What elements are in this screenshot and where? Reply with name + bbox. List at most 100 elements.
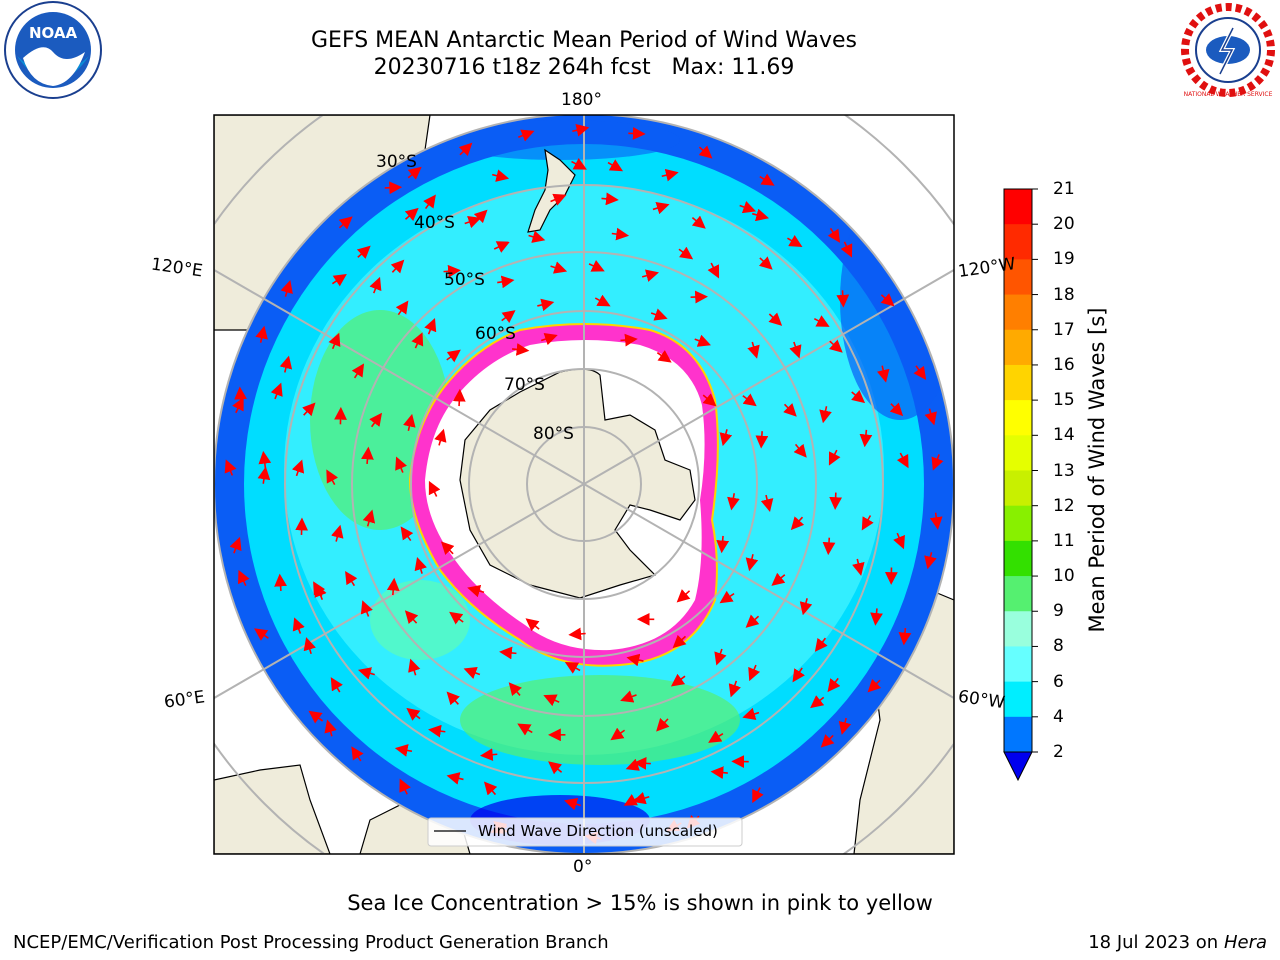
wave-period-light-green bbox=[370, 580, 470, 660]
wind-wave-arrow bbox=[601, 192, 619, 206]
wind-wave-arrow bbox=[676, 589, 691, 603]
wind-wave-arrow bbox=[517, 723, 533, 736]
colorbar-segment bbox=[1004, 716, 1032, 753]
lon-label-0: 0° bbox=[573, 857, 593, 877]
colorbar-tick-label: 6 bbox=[1053, 671, 1064, 692]
wind-wave-arrow bbox=[390, 259, 405, 274]
colorbar-segment bbox=[1004, 646, 1032, 683]
land-africa bbox=[214, 764, 331, 854]
wind-wave-arrow bbox=[745, 614, 760, 628]
wind-wave-arrow bbox=[404, 610, 419, 625]
wind-wave-arrow bbox=[819, 406, 832, 424]
wind-wave-arrow bbox=[411, 332, 424, 349]
wind-wave-arrow bbox=[361, 446, 374, 464]
colorbar-segment bbox=[1004, 400, 1032, 436]
wind-wave-arrow bbox=[594, 294, 611, 307]
colorbar-extend-arrow bbox=[1003, 751, 1033, 782]
wind-wave-arrow bbox=[463, 666, 481, 679]
wind-wave-arrow bbox=[407, 166, 422, 180]
wind-wave-arrow bbox=[395, 456, 407, 473]
wind-wave-arrows bbox=[224, 124, 944, 845]
colorbar bbox=[1003, 188, 1038, 782]
wind-wave-arrow bbox=[479, 748, 498, 762]
wind-wave-arrow bbox=[828, 449, 841, 466]
wind-wave-arrow bbox=[224, 459, 237, 476]
wind-wave-arrow bbox=[497, 275, 515, 289]
wind-wave-arrow bbox=[258, 450, 272, 469]
wind-wave-arrow bbox=[822, 537, 836, 556]
wind-wave-arrow bbox=[525, 618, 540, 632]
wind-wave-arrow bbox=[452, 388, 466, 407]
wind-wave-arrow bbox=[610, 727, 626, 741]
colorbar-tick-label: 19 bbox=[1053, 249, 1075, 270]
lat-label-70s: 70°S bbox=[504, 375, 545, 395]
wind-wave-arrow bbox=[656, 717, 670, 732]
lat-label-60s: 60°S bbox=[475, 324, 516, 344]
colorbar-segment bbox=[1004, 259, 1032, 296]
lat-label-30s: 30°S bbox=[376, 152, 417, 172]
sea-ice-note: Sea Ice Concentration > 15% is shown in … bbox=[347, 891, 933, 915]
chart-subtitle: 20230716 t18z 264h fcst Max: 11.69 bbox=[373, 55, 795, 80]
colorbar-segment bbox=[1004, 681, 1032, 718]
wind-wave-arrow bbox=[714, 648, 727, 666]
wind-wave-arrow bbox=[672, 634, 687, 649]
wind-wave-arrow bbox=[528, 230, 546, 243]
wind-wave-arrow bbox=[880, 293, 895, 307]
wind-wave-arrow bbox=[384, 181, 403, 195]
wind-wave-arrow bbox=[446, 691, 460, 706]
wind-wave-arrow bbox=[351, 363, 365, 379]
colorbar-segment bbox=[1004, 505, 1032, 542]
wind-wave-arrow bbox=[828, 339, 843, 353]
wind-wave-arrow bbox=[483, 781, 498, 796]
wind-wave-arrow bbox=[924, 408, 937, 426]
wind-wave-arrow bbox=[360, 600, 373, 617]
wind-wave-arrow bbox=[810, 695, 825, 709]
wind-wave-arrow bbox=[270, 382, 283, 400]
wind-wave-arrow bbox=[501, 310, 516, 323]
footer-producer: NCEP/EMC/Verification Post Processing Pr… bbox=[13, 932, 609, 953]
wind-wave-arrow bbox=[229, 536, 242, 554]
wind-wave-arrow bbox=[292, 617, 305, 634]
graticule bbox=[214, 115, 954, 854]
wind-wave-arrow bbox=[787, 234, 803, 247]
wind-wave-arrow bbox=[550, 261, 568, 274]
wind-wave-arrow bbox=[896, 452, 909, 469]
wind-wave-arrow bbox=[691, 215, 706, 229]
colorbar-tick-label: 14 bbox=[1053, 425, 1075, 446]
wind-wave-arrow bbox=[670, 673, 686, 687]
wind-wave-arrow bbox=[357, 667, 375, 680]
wind-wave-arrow bbox=[728, 680, 741, 698]
wind-wave-arrow bbox=[759, 173, 775, 186]
ocean-deep-north bbox=[440, 120, 680, 160]
wind-wave-arrow bbox=[232, 397, 244, 414]
wind-wave-arrow bbox=[279, 355, 293, 373]
wind-wave-arrow bbox=[719, 590, 735, 604]
colorbar-tick-label: 21 bbox=[1053, 179, 1075, 199]
wind-wave-arrow bbox=[620, 690, 637, 703]
noaa-logo-text: NOAA bbox=[29, 24, 78, 42]
lon-label-180: 180° bbox=[561, 90, 602, 110]
wind-wave-arrow bbox=[698, 145, 713, 159]
map-frame bbox=[213, 114, 955, 855]
wind-wave-arrow bbox=[727, 493, 740, 511]
colorbar-label: Mean Period of Wind Waves [s] bbox=[1085, 307, 1109, 633]
colorbar-segment bbox=[1004, 224, 1032, 260]
wind-wave-arrow bbox=[338, 216, 353, 230]
colorbar-tick-label: 2 bbox=[1053, 742, 1064, 762]
wind-wave-arrow bbox=[813, 315, 830, 327]
legend-label: Wind Wave Direction (unscaled) bbox=[478, 822, 718, 840]
colorbar-tick-label: 11 bbox=[1053, 530, 1075, 551]
wind-wave-arrow bbox=[710, 766, 728, 779]
colorbar-segment bbox=[1004, 540, 1032, 577]
wind-wave-arrow bbox=[716, 535, 730, 554]
wind-wave-arrow bbox=[623, 794, 640, 806]
wind-wave-arrow bbox=[768, 312, 783, 326]
wind-wave-arrow bbox=[760, 494, 774, 512]
wind-wave-arrow bbox=[742, 393, 757, 407]
wind-wave-arrow bbox=[324, 719, 337, 737]
wind-wave-arrow bbox=[789, 341, 802, 359]
wind-wave-arrow bbox=[564, 661, 581, 674]
wind-wave-arrow bbox=[493, 241, 510, 253]
colorbar-tick-label: 20 bbox=[1053, 214, 1075, 235]
wind-wave-arrow bbox=[742, 707, 760, 721]
